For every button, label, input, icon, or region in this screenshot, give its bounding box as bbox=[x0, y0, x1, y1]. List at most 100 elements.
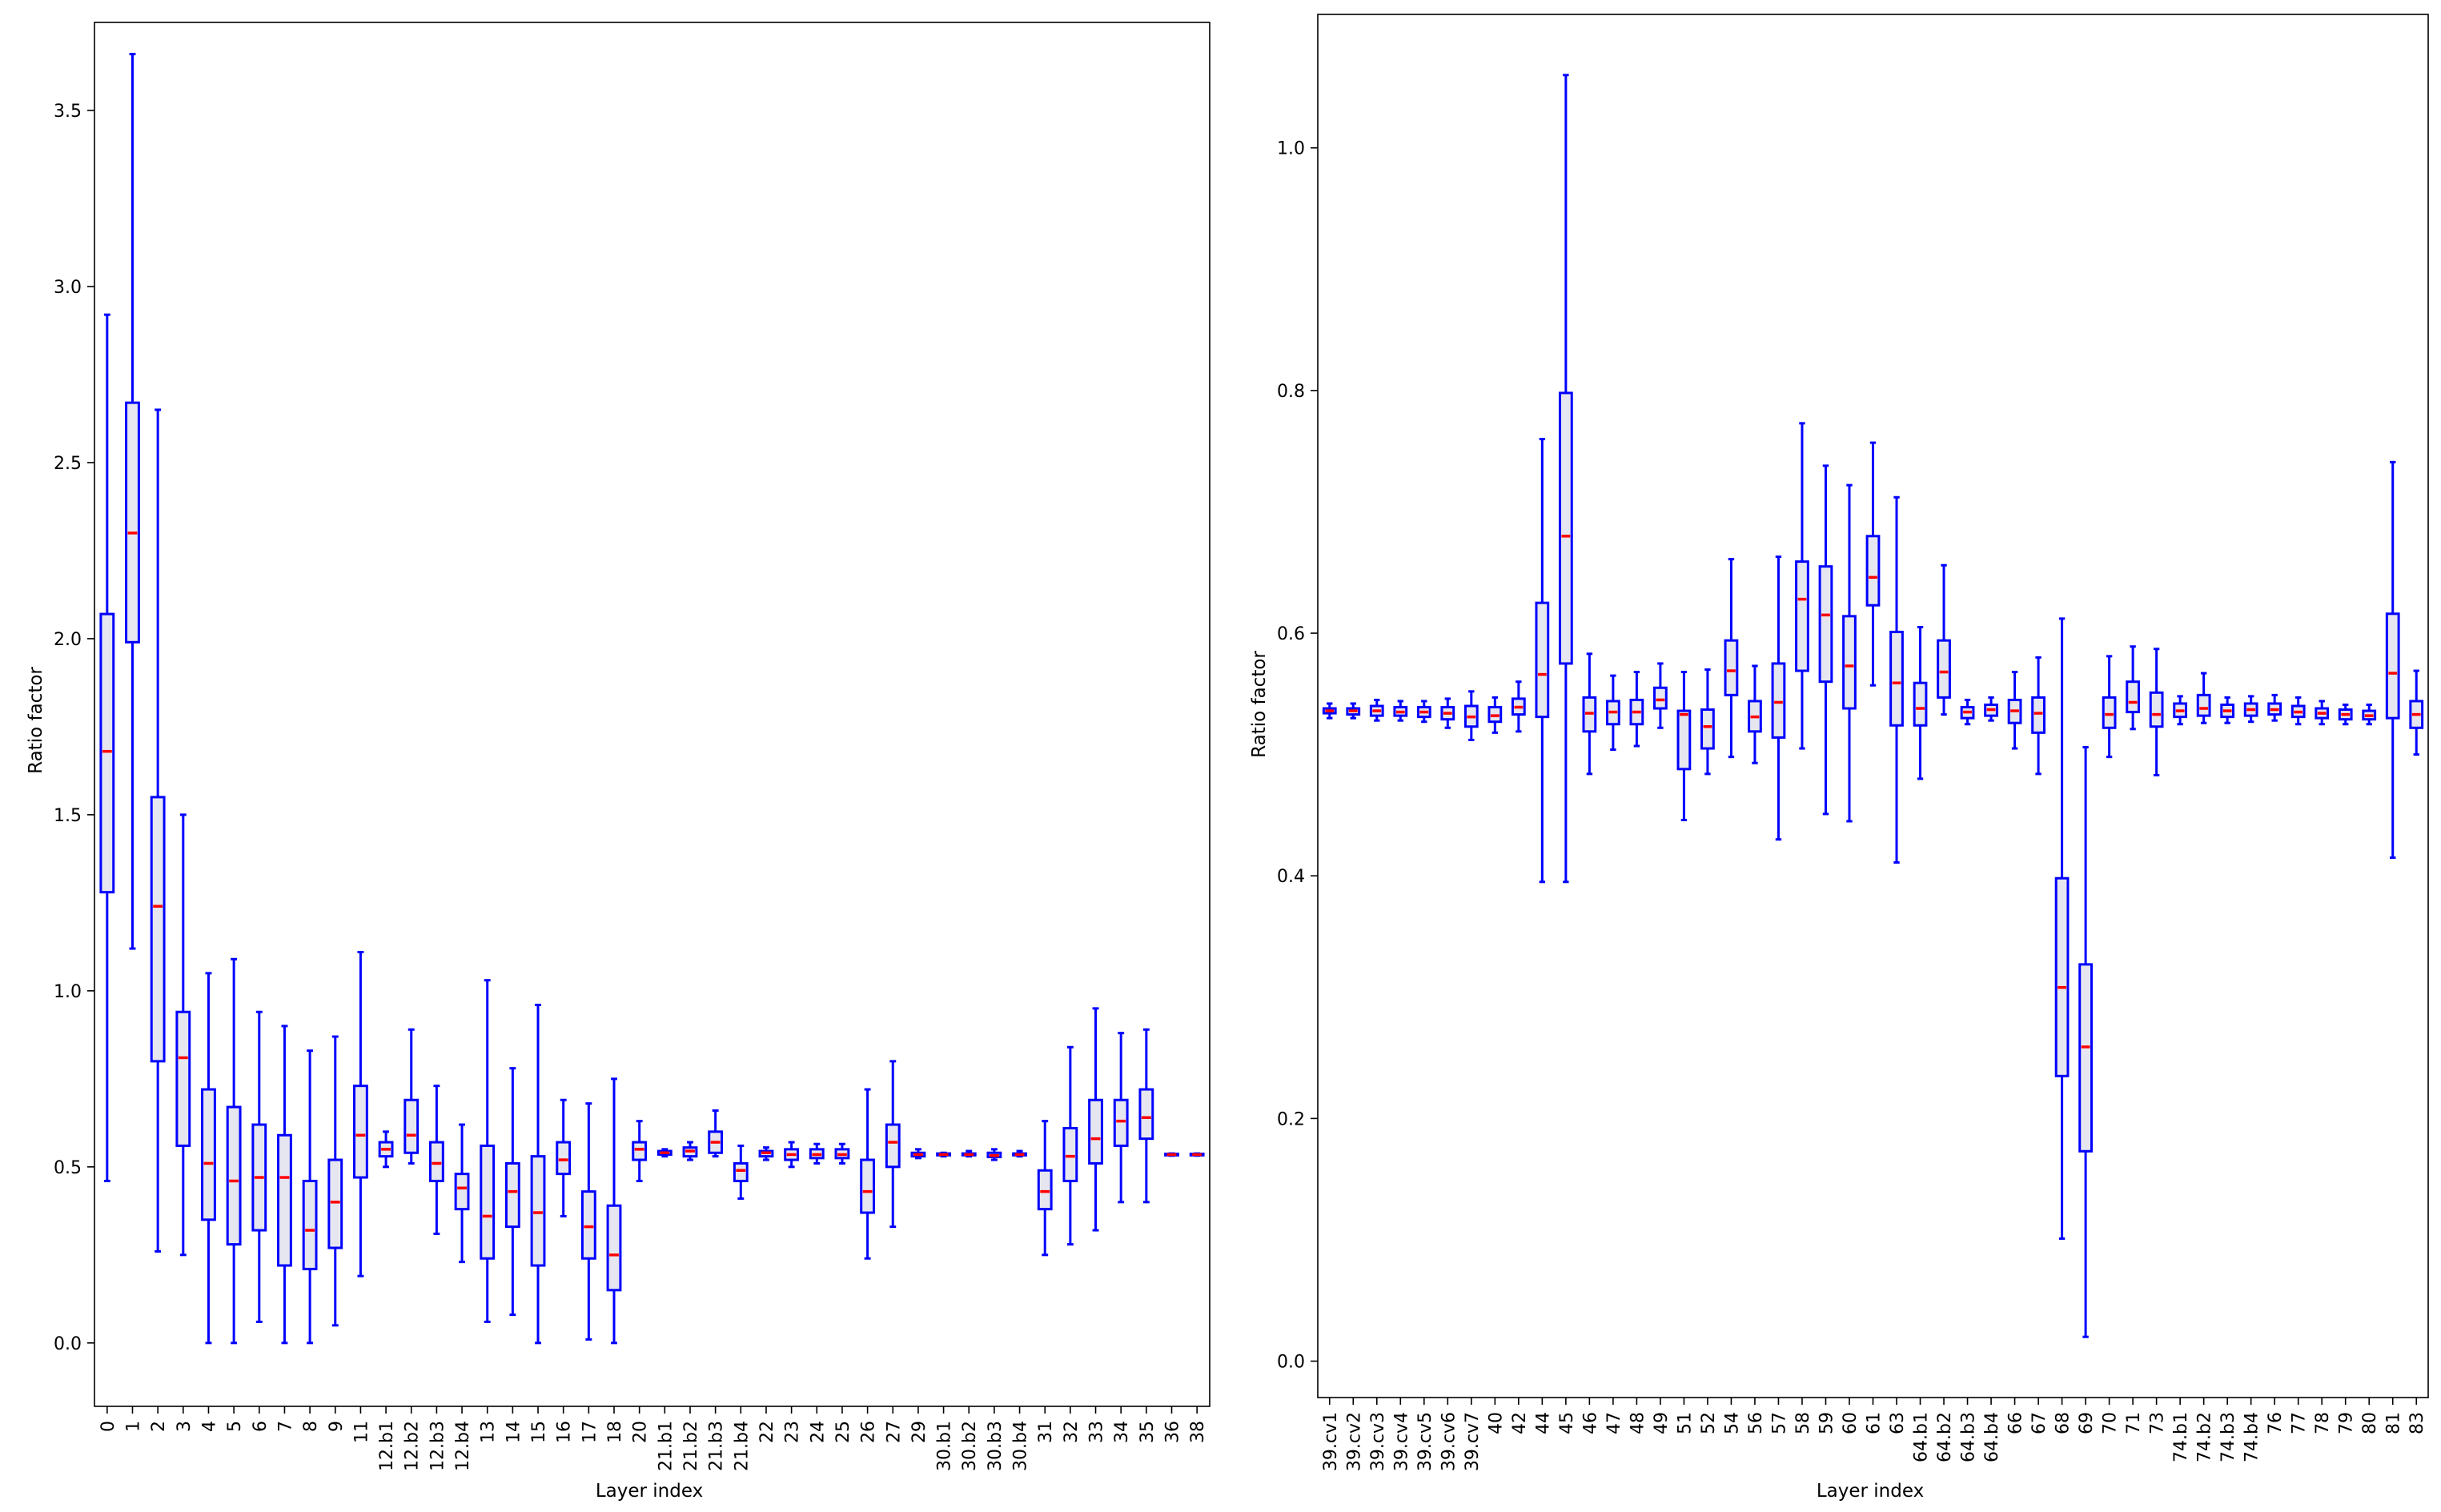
left-x-tick-label: 4 bbox=[199, 1421, 219, 1432]
iqr-box bbox=[1889, 631, 1904, 727]
left-x-tick-label: 12.b2 bbox=[403, 1421, 423, 1471]
left-y-tick-label: 3.0 bbox=[54, 278, 82, 298]
left-box-33 bbox=[1088, 1007, 1103, 1232]
right-x-tick-label: 64.b1 bbox=[1912, 1412, 1932, 1462]
right-box-49 bbox=[1653, 662, 1668, 729]
right-x-tick-label: 61 bbox=[1865, 1412, 1885, 1434]
right-x-tick-label: 74.b4 bbox=[2242, 1412, 2262, 1462]
left-x-axis-label: Layer index bbox=[596, 1481, 703, 1502]
left-box-25 bbox=[834, 1142, 850, 1165]
left-box-27 bbox=[885, 1060, 901, 1229]
right-box-76 bbox=[2267, 693, 2282, 722]
iqr-box bbox=[2385, 612, 2400, 720]
left-x-tick-label: 24 bbox=[808, 1421, 828, 1443]
right-x-tick-label: 49 bbox=[1652, 1412, 1672, 1434]
left-x-tick-label: 0 bbox=[98, 1421, 118, 1432]
right-box-45 bbox=[1558, 74, 1573, 884]
right-x-tick-label: 39.cv6 bbox=[1439, 1412, 1459, 1471]
left-box-22 bbox=[758, 1146, 774, 1161]
left-x-tick-label: 11 bbox=[351, 1421, 371, 1443]
left-box-12.b1 bbox=[378, 1130, 394, 1169]
left-x-tick-label: 21.b4 bbox=[732, 1421, 752, 1471]
iqr-box bbox=[480, 1144, 496, 1260]
right-y-tick-label: 0.6 bbox=[1277, 624, 1305, 644]
iqr-box bbox=[403, 1098, 420, 1154]
right-box-39.cv2 bbox=[1346, 702, 1361, 720]
left-box-5 bbox=[226, 957, 242, 1345]
right-x-tick-label: 63 bbox=[1888, 1412, 1908, 1434]
left-box-32 bbox=[1062, 1045, 1078, 1246]
right-box-39.cv5 bbox=[1416, 700, 1431, 724]
right-plot-frame bbox=[1317, 14, 2429, 1398]
left-box-30.b3 bbox=[986, 1148, 1002, 1161]
right-box-66 bbox=[2007, 671, 2022, 750]
left-box-13 bbox=[480, 979, 496, 1323]
left-box-0 bbox=[99, 313, 115, 1182]
left-box-12.b2 bbox=[403, 1028, 420, 1165]
left-box-12.b4 bbox=[454, 1123, 470, 1264]
right-box-48 bbox=[1629, 671, 1644, 748]
left-box-7 bbox=[277, 1025, 292, 1345]
left-box-6 bbox=[251, 1010, 267, 1323]
right-box-74.b4 bbox=[2243, 695, 2258, 724]
left-x-tick-label: 2 bbox=[149, 1421, 169, 1432]
right-x-tick-label: 51 bbox=[1675, 1412, 1695, 1434]
left-y-tick-label: 0.5 bbox=[54, 1158, 82, 1178]
left-box-1 bbox=[125, 53, 140, 950]
right-box-60 bbox=[1842, 483, 1857, 823]
left-x-tick-label: 26 bbox=[859, 1421, 879, 1443]
left-box-18 bbox=[606, 1077, 622, 1345]
left-x-tick-label: 12.b4 bbox=[453, 1421, 473, 1471]
iqr-box bbox=[2102, 696, 2117, 729]
left-box-15 bbox=[530, 1003, 546, 1345]
iqr-box bbox=[1653, 686, 1668, 710]
right-box-56 bbox=[1748, 664, 1762, 764]
right-box-79 bbox=[2338, 703, 2353, 726]
left-x-tick-label: 23 bbox=[783, 1421, 803, 1443]
left-box-4 bbox=[201, 972, 216, 1345]
left-x-tick-label: 18 bbox=[605, 1421, 625, 1443]
right-box-80 bbox=[2362, 703, 2377, 726]
iqr-box bbox=[1676, 709, 1692, 771]
left-chart-panel: Layer index Ratio factor 0.0 0.5 1.0 1.5 2.0… bbox=[26, 22, 1210, 1502]
right-x-tick-label: 77 bbox=[2290, 1412, 2310, 1434]
iqr-box bbox=[428, 1141, 444, 1182]
left-x-tick-label: 30.b4 bbox=[1011, 1421, 1031, 1471]
right-box-74.b1 bbox=[2173, 695, 2188, 726]
right-y-axis-label: Ratio factor bbox=[1249, 651, 1270, 758]
right-x-tick-label: 64.b3 bbox=[1959, 1412, 1979, 1462]
right-y-tick-label: 0.0 bbox=[1277, 1353, 1305, 1373]
right-box-39.cv4 bbox=[1393, 700, 1408, 722]
iqr-box bbox=[1700, 708, 1715, 750]
left-x-tick-label: 35 bbox=[1138, 1421, 1158, 1443]
left-x-tick-label: 20 bbox=[631, 1421, 651, 1443]
right-x-tick-label: 47 bbox=[1604, 1412, 1624, 1434]
left-box-16 bbox=[556, 1098, 572, 1217]
iqr-box bbox=[1113, 1098, 1129, 1147]
iqr-box bbox=[1818, 565, 1833, 684]
right-box-46 bbox=[1582, 652, 1597, 776]
iqr-box bbox=[2054, 876, 2070, 1077]
left-x-tick-label: 30.b1 bbox=[935, 1421, 955, 1471]
left-x-tick-label: 27 bbox=[884, 1421, 904, 1443]
iqr-box bbox=[2078, 963, 2093, 1153]
iqr-box bbox=[1558, 391, 1573, 665]
iqr-box bbox=[454, 1173, 470, 1211]
right-x-tick-label: 48 bbox=[1628, 1412, 1648, 1434]
left-box-24 bbox=[809, 1142, 825, 1165]
left-x-tick-label: 6 bbox=[251, 1421, 271, 1432]
right-x-tick-label: 76 bbox=[2266, 1412, 2286, 1434]
right-box-71 bbox=[2126, 645, 2140, 731]
right-box-54 bbox=[1724, 558, 1739, 759]
right-x-tick-label: 78 bbox=[2313, 1412, 2333, 1434]
iqr-box bbox=[2196, 693, 2211, 717]
iqr-box bbox=[99, 612, 115, 894]
iqr-box bbox=[1724, 639, 1739, 696]
right-chart-panel: Layer index Ratio factor 0.0 0.2 0.4 0.6 0.8… bbox=[1249, 14, 2429, 1502]
right-x-tick-label: 80 bbox=[2360, 1412, 2380, 1434]
left-x-tick-label: 32 bbox=[1062, 1421, 1082, 1443]
right-x-tick-label: 46 bbox=[1580, 1412, 1600, 1434]
right-x-tick-label: 44 bbox=[1533, 1412, 1553, 1434]
iqr-box bbox=[1535, 601, 1550, 719]
right-x-tick-label: 66 bbox=[2006, 1412, 2026, 1434]
